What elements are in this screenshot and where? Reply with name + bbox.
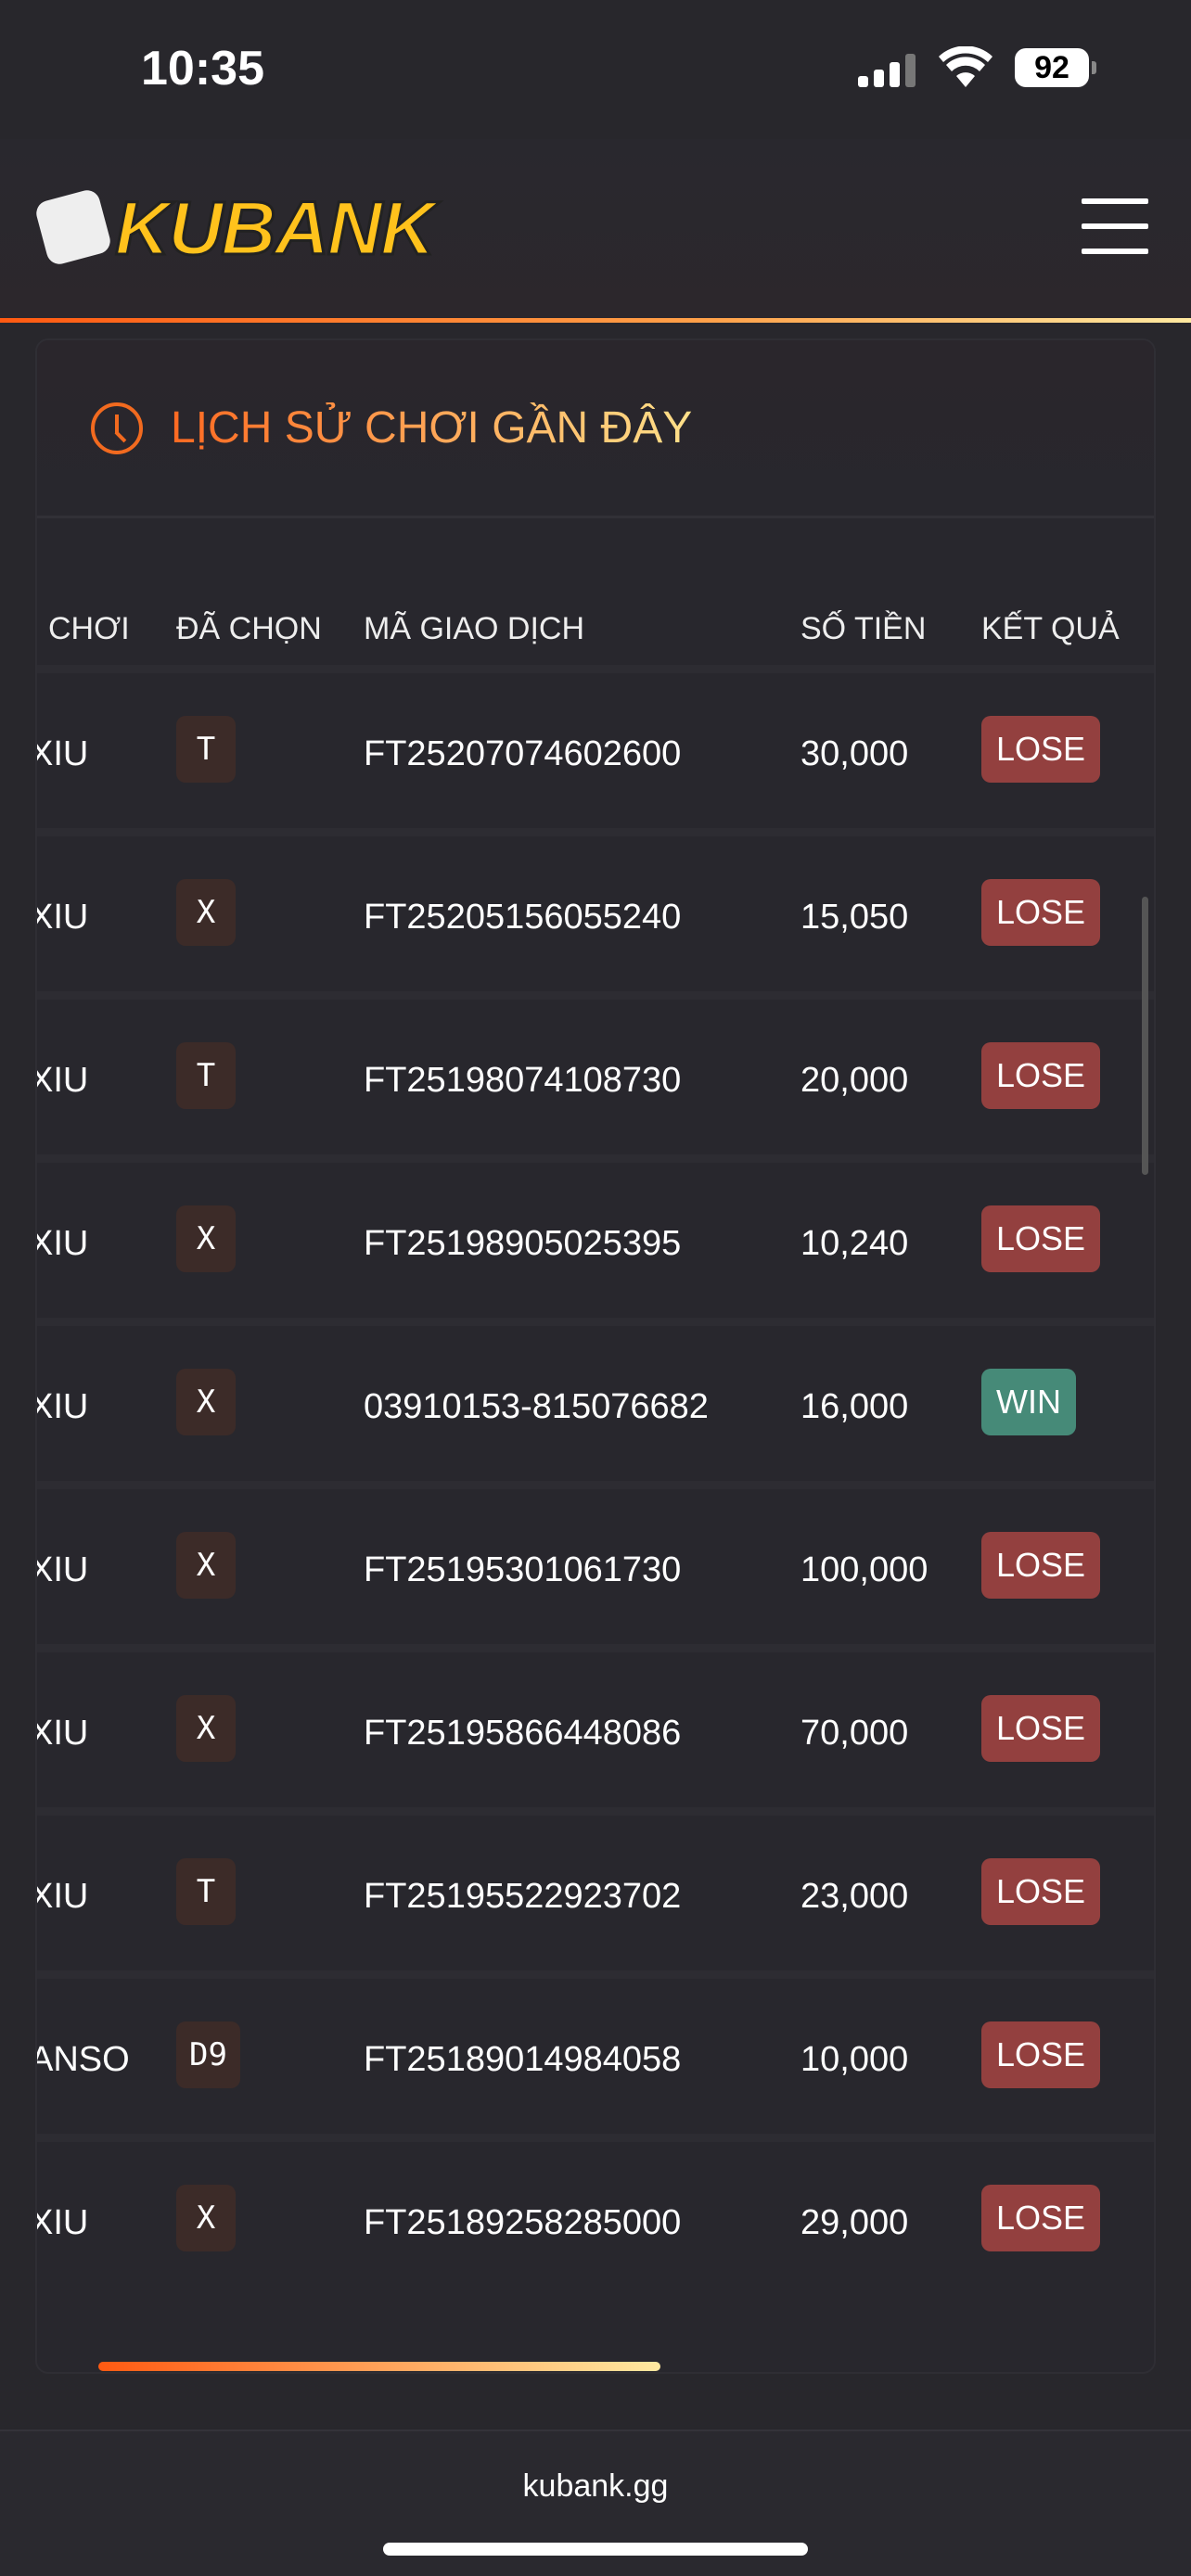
table-row: XIU T FT25198074108730 20,000 LOSE xyxy=(35,991,1154,1154)
col-game: CHƠI xyxy=(48,611,130,646)
site-header: KUBANK xyxy=(0,139,1191,320)
history-card: LỊCH SỬ CHƠI GẦN ĐÂY CHƠI ĐÃ CHỌN MÃ GIA… xyxy=(35,338,1156,2374)
pick-badge: X xyxy=(176,879,236,946)
table-row: XIU X FT25205156055240 15,050 LOSE xyxy=(35,828,1154,991)
result-badge: LOSE xyxy=(981,1205,1101,1272)
txn-cell: 03910153-815076682 xyxy=(364,1387,709,1426)
game-cell: XIU xyxy=(35,898,89,937)
signal-icon xyxy=(858,54,916,87)
result-badge: LOSE xyxy=(981,1858,1101,1925)
table-row: ANSO D9 FT25189014984058 10,000 LOSE xyxy=(35,1970,1154,2134)
result-badge: LOSE xyxy=(981,1042,1101,1109)
txn-cell: FT25189258285000 xyxy=(364,2203,682,2242)
header-accent-line xyxy=(0,318,1191,323)
amount-cell: 30,000 xyxy=(800,734,909,773)
dice-icon xyxy=(33,187,113,267)
amount-cell: 10,000 xyxy=(800,2040,909,2079)
txn-cell: FT25189014984058 xyxy=(364,2040,682,2079)
result-badge: LOSE xyxy=(981,2185,1101,2251)
section-title: LỊCH SỬ CHƠI GẦN ĐÂY xyxy=(171,403,693,453)
txn-cell: FT25195301061730 xyxy=(364,1550,682,1589)
pick-badge: D9 xyxy=(176,2021,240,2088)
table-row: XIU X FT25198905025395 10,240 LOSE xyxy=(35,1154,1154,1318)
col-amount: SỐ TIỀN xyxy=(800,611,927,646)
url-label[interactable]: kubank.gg xyxy=(522,2468,669,2504)
result-badge: LOSE xyxy=(981,1695,1101,1762)
kubank-logo[interactable]: KUBANK xyxy=(33,167,495,278)
table-row: XIU X FT25189258285000 29,000 LOSE xyxy=(35,2134,1154,2297)
game-cell: ANSO xyxy=(35,2040,130,2079)
amount-cell: 23,000 xyxy=(800,1877,909,1916)
pick-badge: X xyxy=(176,2185,236,2251)
game-cell: XIU xyxy=(35,1714,89,1753)
table-body: XIU T FT25207074602600 30,000 LOSE XIU X … xyxy=(35,665,1154,2297)
hamburger-icon[interactable] xyxy=(1082,198,1148,254)
table-row: XIU T FT25195522923702 23,000 LOSE xyxy=(35,1807,1154,1970)
home-indicator[interactable] xyxy=(383,2543,808,2556)
game-cell: XIU xyxy=(35,1387,89,1426)
clock-icon xyxy=(91,402,143,454)
pick-badge: T xyxy=(176,716,236,783)
pick-badge: X xyxy=(176,1695,236,1762)
pick-badge: T xyxy=(176,1858,236,1925)
amount-cell: 29,000 xyxy=(800,2203,909,2242)
pick-badge: X xyxy=(176,1369,236,1435)
game-cell: XIU xyxy=(35,734,89,773)
card-header: LỊCH SỬ CHƠI GẦN ĐÂY xyxy=(37,340,1154,518)
result-badge: LOSE xyxy=(981,1532,1101,1599)
horizontal-scrollbar[interactable] xyxy=(98,2362,660,2371)
amount-cell: 70,000 xyxy=(800,1714,909,1753)
table-row: XIU T FT25207074602600 30,000 LOSE xyxy=(35,665,1154,828)
game-cell: XIU xyxy=(35,1877,89,1916)
result-badge: LOSE xyxy=(981,716,1101,783)
txn-cell: FT25207074602600 xyxy=(364,734,682,773)
table-row: XIU X 03910153-815076682 16,000 WIN xyxy=(35,1318,1154,1481)
col-txn: MÃ GIAO DỊCH xyxy=(364,611,585,646)
game-cell: XIU xyxy=(35,1550,89,1589)
logo-text: KUBANK xyxy=(113,185,436,273)
amount-cell: 20,000 xyxy=(800,1061,909,1100)
result-badge: LOSE xyxy=(981,879,1101,946)
col-result: KẾT QUẢ xyxy=(981,611,1120,646)
pick-badge: X xyxy=(176,1532,236,1599)
game-cell: XIU xyxy=(35,1061,89,1100)
txn-cell: FT25198905025395 xyxy=(364,1224,682,1263)
result-badge: LOSE xyxy=(981,2021,1101,2088)
result-badge: WIN xyxy=(981,1369,1076,1435)
browser-footer: kubank.gg xyxy=(0,2429,1191,2576)
amount-cell: 15,050 xyxy=(800,898,909,937)
wifi-icon xyxy=(939,46,992,87)
amount-cell: 16,000 xyxy=(800,1387,909,1426)
table-row: XIU X FT25195301061730 100,000 LOSE xyxy=(35,1481,1154,1644)
amount-cell: 100,000 xyxy=(800,1550,928,1589)
amount-cell: 10,240 xyxy=(800,1224,909,1263)
game-cell: XIU xyxy=(35,2203,89,2242)
game-cell: XIU xyxy=(35,1224,89,1263)
txn-cell: FT25205156055240 xyxy=(364,898,682,937)
battery-icon: 92 xyxy=(1015,48,1096,87)
clock-time: 10:35 xyxy=(141,42,264,96)
vertical-scrollbar[interactable] xyxy=(1142,897,1148,1175)
txn-cell: FT25195522923702 xyxy=(364,1877,682,1916)
table-row: XIU X FT25195866448086 70,000 LOSE xyxy=(35,1644,1154,1807)
txn-cell: FT25195866448086 xyxy=(364,1714,682,1753)
txn-cell: FT25198074108730 xyxy=(364,1061,682,1100)
status-bar: 10:35 92 xyxy=(0,0,1191,139)
col-pick: ĐÃ CHỌN xyxy=(176,611,322,646)
pick-badge: X xyxy=(176,1205,236,1272)
table-header: CHƠI ĐÃ CHỌN MÃ GIAO DỊCH SỐ TIỀN KẾT QU… xyxy=(37,563,1154,663)
pick-badge: T xyxy=(176,1042,236,1109)
